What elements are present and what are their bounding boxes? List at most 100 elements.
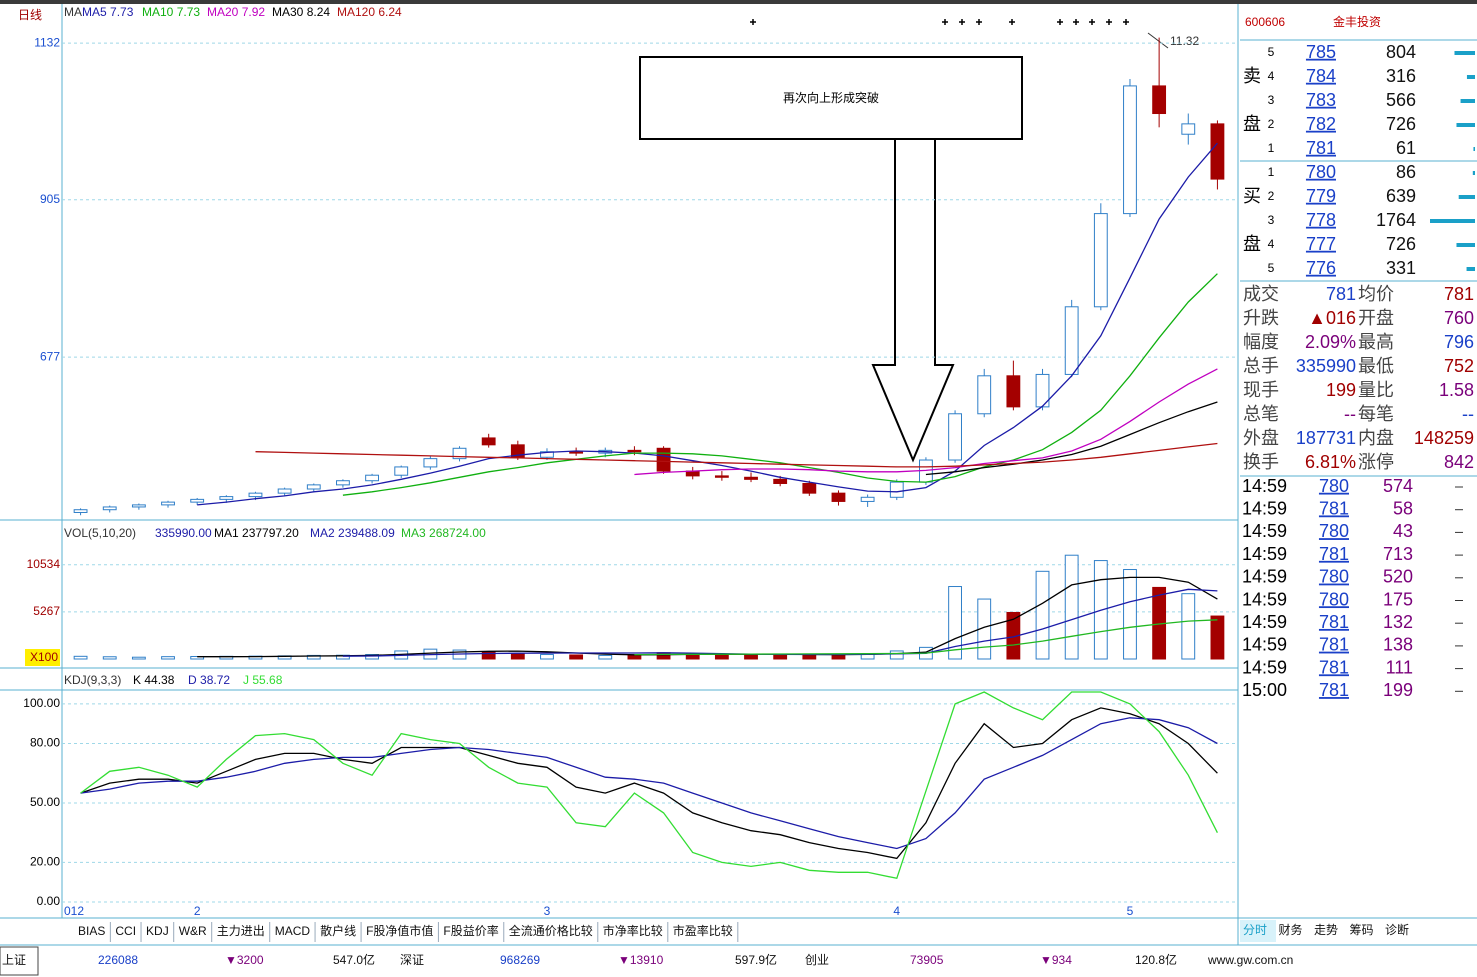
status-item: 创业 [805,953,829,967]
stat-label: 升跌 [1243,308,1279,328]
indicator-tab[interactable]: 市盈率比较 [673,923,733,938]
side-tab[interactable]: 财务 [1279,922,1303,937]
book-volume: 61 [1396,138,1416,158]
indicator-tab[interactable]: MACD [275,924,311,938]
x-tick-label: 4 [893,904,900,918]
volume-bar [598,654,613,660]
volume-bar [802,654,817,660]
book-volume: 331 [1386,258,1416,278]
stat-value: 842 [1444,452,1474,472]
candle-body [73,509,88,513]
book-volume-bar [1466,267,1475,271]
legend-name: D [188,673,197,687]
book-side-label: 盘 [1243,234,1261,254]
book-price: 783 [1306,90,1336,110]
stat-label: 涨停 [1358,452,1394,472]
side-tab[interactable]: 筹码 [1350,923,1374,937]
indicator-tab[interactable]: 全流通价格比较 [509,923,593,938]
volume-bar [1035,570,1050,660]
indicator-tab[interactable]: KDJ [146,924,169,938]
candle-body [102,506,117,511]
indicator-line [634,619,1218,656]
side-tab[interactable]: 分时 [1243,923,1267,937]
tick-volume: 175 [1383,589,1413,609]
tick-volume: 43 [1393,521,1413,541]
stat-value: 781 [1326,284,1356,304]
indicator-tab[interactable]: W&R [179,924,207,938]
book-volume-bar [1473,147,1475,151]
stat-value: -- [1344,404,1356,424]
candle-body [540,451,554,458]
legend-value: 55.68 [252,673,282,687]
annotation-box [639,56,1023,140]
side-tab[interactable]: 走势 [1314,923,1338,937]
tick-time: 14:59 [1242,589,1287,609]
volume-bar [510,653,525,660]
y-tick-label: 0.00 [37,894,61,908]
side-tab[interactable]: 诊断 [1385,922,1409,937]
plot-area [80,691,1218,880]
status-item: 73905 [910,953,944,967]
indicator-tab[interactable]: F股净值市值 [366,923,433,938]
candle-body [802,482,817,494]
volume-bar [744,654,758,660]
book-volume: 566 [1386,90,1416,110]
volume-bar [73,655,88,660]
indicator-tab[interactable]: 市净率比较 [603,923,663,938]
legend-entry: K 44.38 [133,673,175,687]
book-level: 1 [1268,165,1275,179]
indicator-tab[interactable]: 主力进出 [217,924,265,938]
indicator-tab[interactable]: F股益价率 [443,923,498,938]
candle-body [1006,375,1021,408]
indicator-tab[interactable]: CCI [115,924,136,938]
book-side-label: 盘 [1243,114,1261,134]
legend-entry: MA3 268724.00 [401,526,486,540]
book-volume-bar [1466,75,1475,79]
book-price: 777 [1306,234,1336,254]
tick-price: 781 [1319,544,1349,564]
book-volume-bar [1456,123,1475,127]
book-price: 778 [1306,210,1336,230]
status-item: 547.0亿 [333,952,375,967]
book-price: 779 [1306,186,1336,206]
stat-value: 148259 [1414,428,1474,448]
book-volume: 316 [1386,66,1416,86]
legend-value: 38.72 [200,673,230,687]
legend-entry: MA120 6.24 [337,5,402,19]
indicator-tab[interactable]: 散户线 [320,923,356,938]
tick-volume: 132 [1383,612,1413,632]
volume-total: 335990.00 [155,526,212,540]
candle-body [481,437,496,446]
stat-label: 幅度 [1243,332,1279,352]
status-item: 597.9亿 [735,952,777,967]
book-volume: 726 [1386,114,1416,134]
plot-area [73,554,1225,660]
legend-entry: MA20 7.92 [207,5,265,19]
volume-bar [102,656,117,660]
tick-price: 780 [1319,476,1349,496]
book-side-label: 买 [1243,186,1261,206]
tick-price: 780 [1319,589,1349,609]
candle-body [452,447,467,460]
tick-time: 15:00 [1242,680,1287,700]
book-level: 1 [1268,141,1275,155]
indicator-tab[interactable]: BIAS [78,924,105,938]
candle-body [744,476,758,480]
legend-name: MA10 [142,5,174,19]
indicator-line [255,442,1218,468]
y-tick-label: 80.00 [30,736,60,750]
volume-bar [627,654,642,660]
book-volume-bar [1456,243,1475,247]
stat-value: -- [1462,404,1474,424]
legend-name: MA120 [337,5,375,19]
tick-price: 781 [1319,498,1349,518]
legend-value: 7.73 [177,5,201,19]
book-volume: 726 [1386,234,1416,254]
volume-bar [1064,554,1079,660]
legend-entry: MA1 237797.20 [214,526,299,540]
status-item: www.gw.com.cn [1207,953,1293,967]
volume-bar [161,656,175,660]
legend-name: J [243,673,249,687]
indicator-line [342,273,1218,496]
